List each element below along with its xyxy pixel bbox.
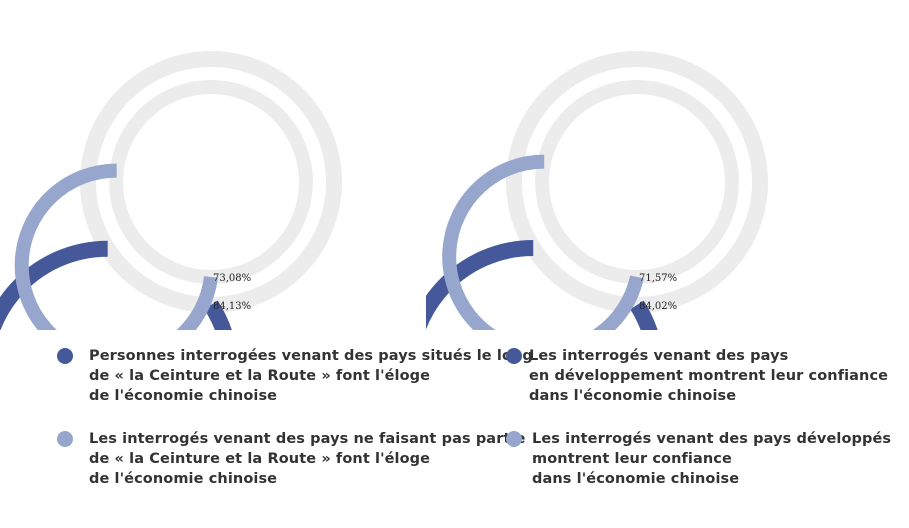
outer-ring-track <box>506 51 768 313</box>
outer-ring-label: 84,13% <box>213 301 251 312</box>
outer-ring-arc <box>0 240 232 330</box>
legend-label: Personnes interrogées venant des pays si… <box>89 348 533 404</box>
legend-label: Les interrogés venant des pays ne faisan… <box>89 431 526 487</box>
inner-ring-arc <box>442 154 644 330</box>
legend-dot-inner <box>506 431 522 447</box>
inner-ring-label: 71,57% <box>639 273 677 284</box>
outer-ring-arc <box>426 240 658 330</box>
outer-ring-label: 84,02% <box>639 301 677 312</box>
right-ring-chart: 84,02% 71,57% <box>426 51 768 330</box>
legend-dot-outer <box>506 348 522 364</box>
legend-label: Les interrogés venant des pays développé… <box>532 431 892 487</box>
inner-ring-arc <box>14 163 218 330</box>
legend-dot-outer <box>57 348 73 364</box>
outer-ring-track <box>80 51 342 313</box>
legend-dot-inner <box>57 431 73 447</box>
inner-ring-track <box>109 80 313 284</box>
inner-ring-label: 73,08% <box>213 273 251 284</box>
inner-ring-track <box>535 80 739 284</box>
legend-label: Les interrogés venant des pays en dévelo… <box>529 348 889 404</box>
left-ring-chart: 84,13% 73,08% <box>0 51 342 330</box>
